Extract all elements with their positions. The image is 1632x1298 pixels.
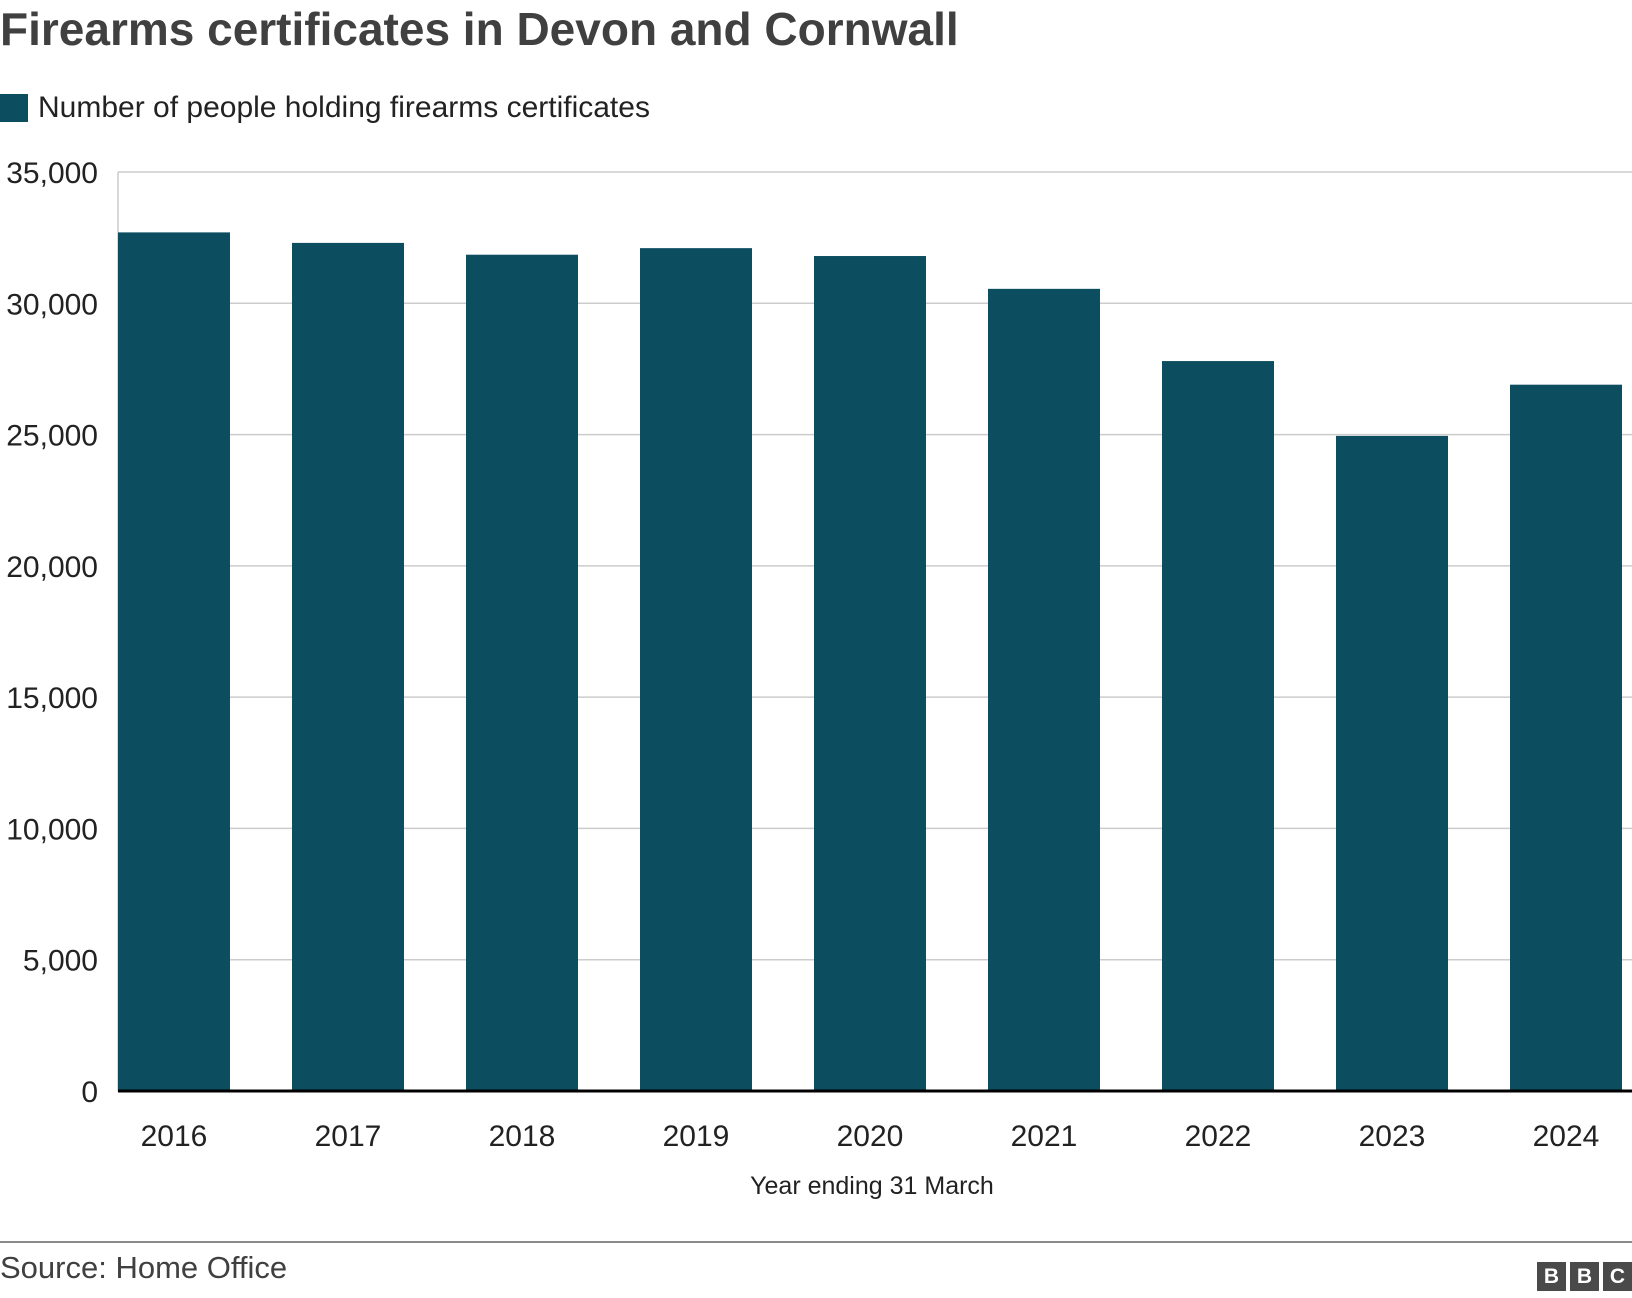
legend-label: Number of people holding firearms certif…	[38, 91, 650, 124]
chart-title: Firearms certificates in Devon and Cornw…	[0, 3, 959, 55]
bar	[118, 232, 230, 1092]
y-tick-label: 10,000	[6, 813, 98, 846]
x-tick-label: 2024	[1533, 1120, 1600, 1153]
y-tick-label: 35,000	[6, 157, 98, 190]
y-tick-label: 0	[81, 1076, 98, 1109]
x-tick-label: 2020	[837, 1120, 904, 1153]
bar	[1336, 435, 1448, 1091]
x-axis-label: Year ending 31 March	[750, 1172, 994, 1200]
y-tick-label: 30,000	[6, 288, 98, 321]
y-tick-label: 25,000	[6, 420, 98, 453]
bar	[1510, 384, 1622, 1091]
y-tick-label: 5,000	[23, 945, 98, 978]
y-tick-label: 15,000	[6, 682, 98, 715]
bar	[466, 254, 578, 1091]
bar	[814, 256, 926, 1092]
source-note: Source: Home Office	[0, 1250, 288, 1285]
bbc-logo-block: C	[1603, 1262, 1632, 1291]
x-tick-label: 2021	[1011, 1120, 1078, 1153]
y-tick-label: 20,000	[6, 551, 98, 584]
legend-swatch	[0, 94, 28, 122]
bar-chart: 0 5,000 10,000 15,000 20,000 25,000 30,000 35,0…	[6, 157, 1632, 1200]
bar	[640, 248, 752, 1091]
x-tick-label: 2016	[141, 1120, 208, 1153]
x-tick-label: 2017	[315, 1120, 382, 1153]
x-tick-label: 2022	[1185, 1120, 1252, 1153]
x-tick-label: 2019	[663, 1120, 730, 1153]
bbc-logo-block: B	[1537, 1262, 1566, 1291]
legend: Number of people holding firearms certif…	[0, 88, 650, 128]
x-tick-label: 2018	[489, 1120, 556, 1153]
bar	[1162, 361, 1274, 1092]
bar	[292, 242, 404, 1091]
bbc-logo: B B C	[1533, 1262, 1632, 1291]
footer-divider	[0, 1241, 1632, 1243]
bbc-logo-block: B	[1570, 1262, 1599, 1291]
bar	[988, 288, 1100, 1091]
x-tick-label: 2023	[1359, 1120, 1426, 1153]
